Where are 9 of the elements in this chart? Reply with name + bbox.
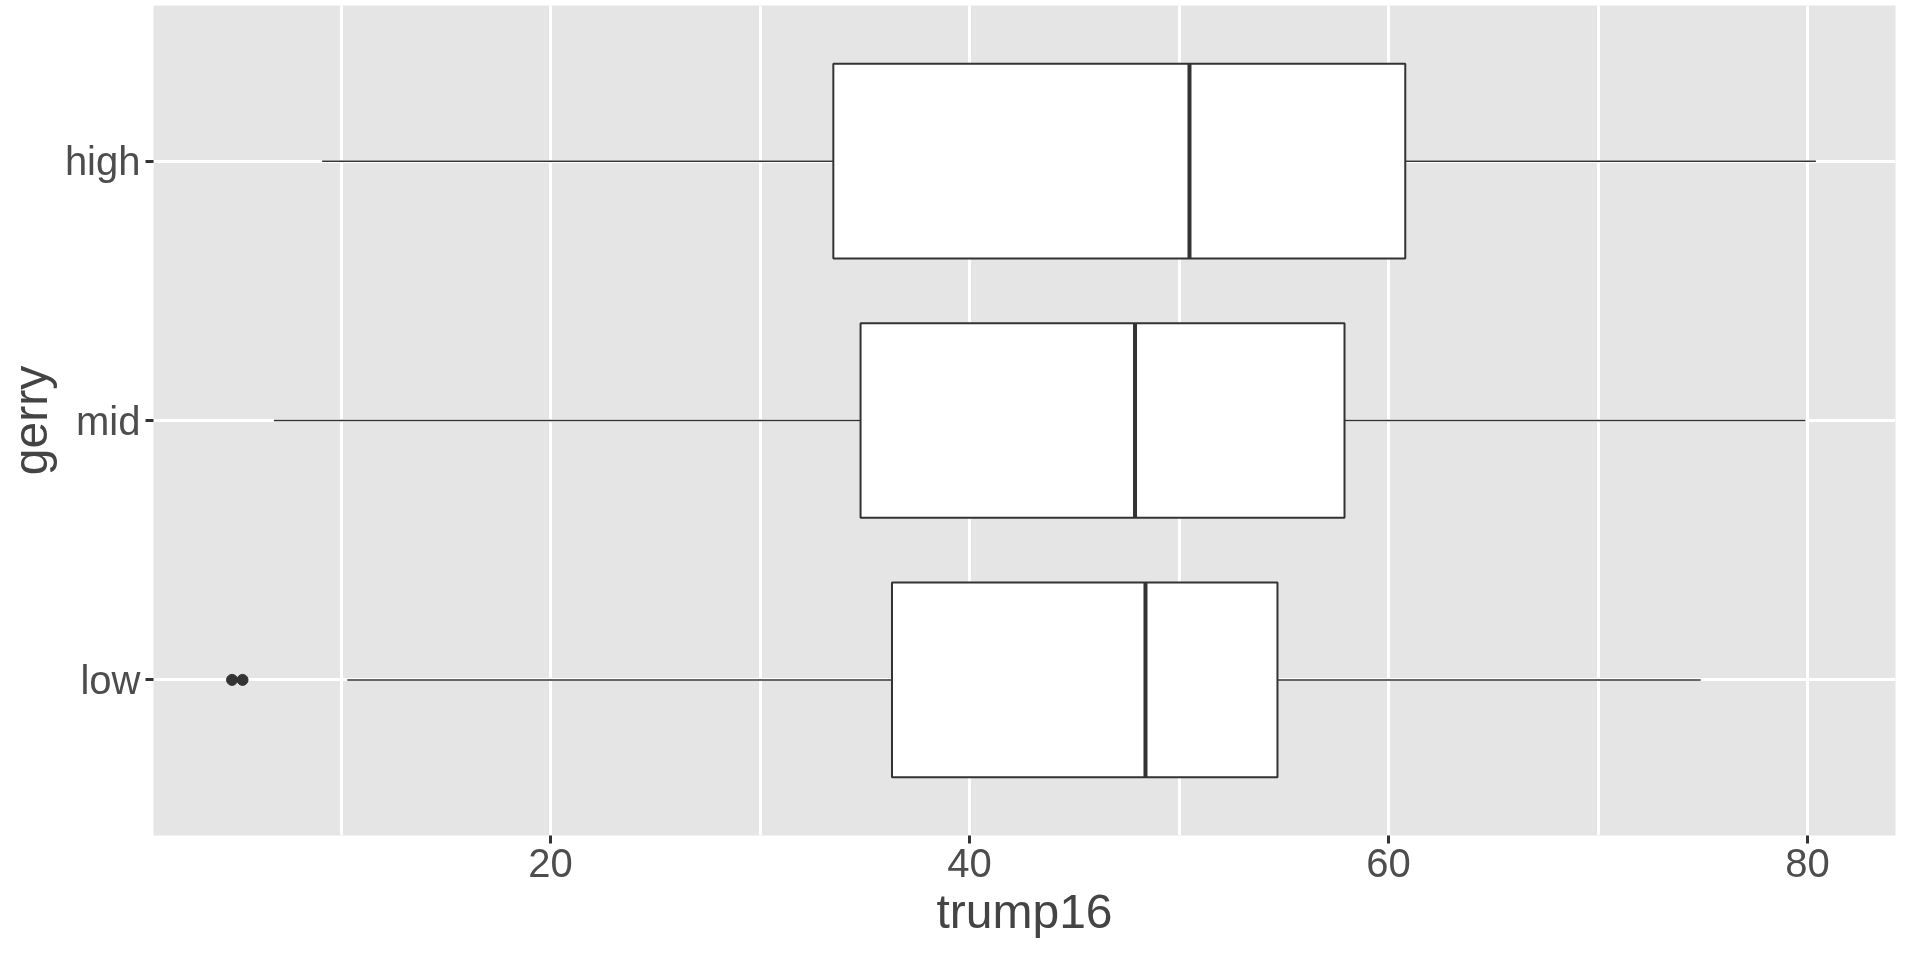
y-tick-label: high [64,139,141,184]
x-tick-label: 60 [1366,840,1411,885]
x-tick-label: 80 [1785,840,1830,885]
y-tick-label: low [80,657,141,702]
x-tick-label: 20 [528,840,573,885]
y-axis-title: gerry [3,365,57,476]
x-axis-title: trump16 [936,884,1113,938]
x-tick-label: 40 [947,840,992,885]
y-tick-label: mid [76,398,141,443]
